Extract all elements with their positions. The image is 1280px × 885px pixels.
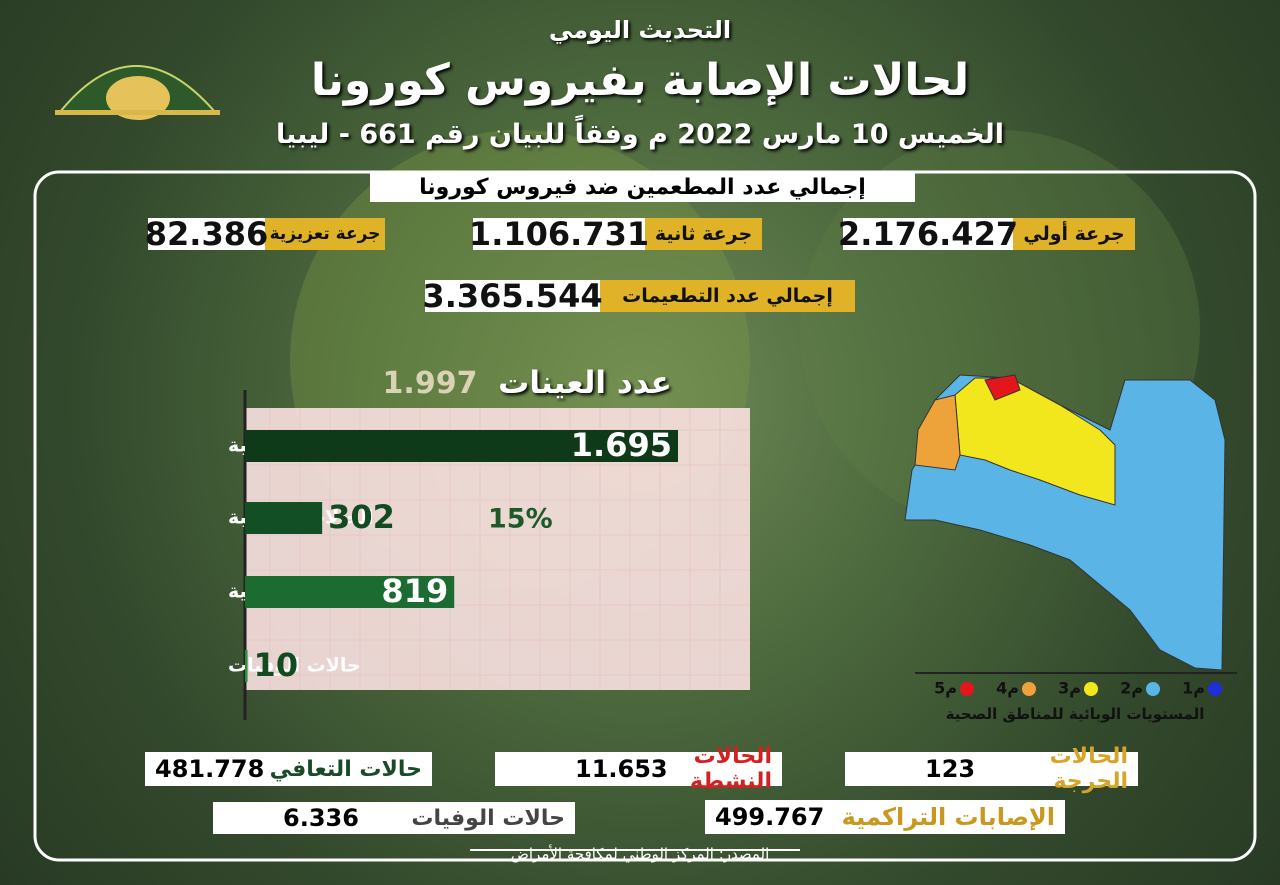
bar xyxy=(245,430,678,462)
legend-label: م4 xyxy=(996,679,1019,698)
legend-label: م5 xyxy=(934,679,957,698)
vaccination-title: إجمالي عدد المطعمين ضد فيروس كورونا xyxy=(370,172,915,202)
legend-dot xyxy=(1084,682,1098,696)
value-label: 10 xyxy=(254,646,299,684)
dose-label: جرعة أولي xyxy=(1013,218,1135,250)
value-label: 302 xyxy=(328,498,395,536)
legend-dot xyxy=(1022,682,1036,696)
stat-label: حالات الوفيات xyxy=(411,805,565,831)
subtitle: التحديث اليومي xyxy=(548,16,732,44)
dose-value: 82.386 xyxy=(144,215,269,253)
total-value: 3.365.544 xyxy=(422,277,603,315)
stat: حالات التعافي 481.778 xyxy=(145,752,432,786)
legend-label: م1 xyxy=(1182,679,1205,698)
stat-label: الإصابات التراكمية xyxy=(841,803,1055,831)
dose-label: جرعة تعزيزية xyxy=(265,218,385,250)
legend-dot xyxy=(960,682,974,696)
legend-caption: المستويات الوبائية للمناطق الصحية xyxy=(945,705,1205,723)
legend-dot xyxy=(1208,682,1222,696)
date-line: الخميس 10 مارس 2022 م وفقاً للبيان رقم 6… xyxy=(275,118,1005,150)
stat-value: 123 xyxy=(925,755,976,783)
libya-map xyxy=(904,374,1226,671)
title: لحالات الإصابة بفيروس كورونا xyxy=(310,54,970,106)
stat-label: الحالات النشطة xyxy=(690,744,772,794)
stat-value: 481.778 xyxy=(155,755,265,783)
map-legend: م1 م2 م3 م4 م5 xyxy=(934,679,1222,698)
stat-value: 499.767 xyxy=(715,803,825,831)
stat: الحالات النشطة 11.653 xyxy=(495,744,782,794)
bar xyxy=(245,650,248,682)
dose-value: 2.176.427 xyxy=(837,215,1019,253)
bar xyxy=(245,576,455,608)
dose-value: 1.106.731 xyxy=(468,215,650,253)
samples-label: عدد العينات xyxy=(498,365,672,401)
value-label: 819 xyxy=(381,572,448,610)
annotation: 15% xyxy=(488,504,553,535)
legend-label: م2 xyxy=(1120,679,1143,698)
source: المصدر: المركز الوطني لمكافحة الأمراض xyxy=(510,845,770,863)
legend-dot xyxy=(1146,682,1160,696)
stat-value: 6.336 xyxy=(283,804,359,832)
legend-label: م3 xyxy=(1058,679,1081,698)
stat: الحالات الحرجة 123 xyxy=(845,744,1138,794)
total-label: إجمالي عدد التطعيمات xyxy=(600,280,855,312)
stat: الإصابات التراكمية 499.767 xyxy=(705,800,1065,834)
category-label: حالات الوفيات xyxy=(228,655,361,677)
logo xyxy=(55,65,220,120)
value-label: 1.695 xyxy=(571,426,672,464)
stat: حالات الوفيات 6.336 xyxy=(213,802,575,834)
stat-label: الحالات الحرجة xyxy=(1049,744,1128,794)
samples-value: 1.997 xyxy=(382,365,478,401)
stat-value: 11.653 xyxy=(575,755,668,783)
stat-label: حالات التعافي xyxy=(269,756,422,782)
dose-label: جرعة ثانية xyxy=(645,218,762,250)
bar xyxy=(245,502,323,534)
